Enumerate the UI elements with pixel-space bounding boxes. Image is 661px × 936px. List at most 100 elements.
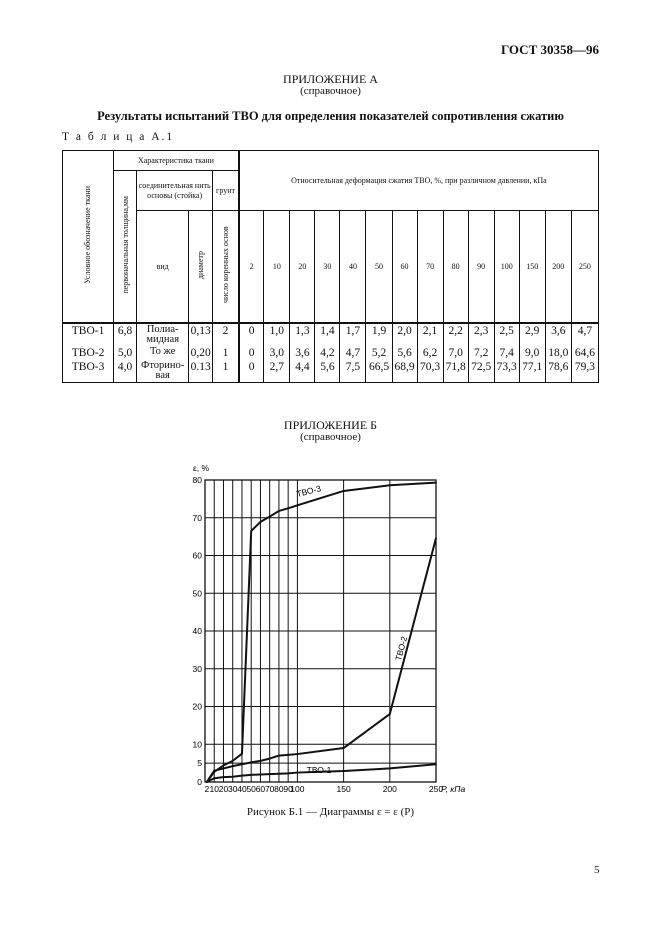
x-tick-label: 80 xyxy=(274,784,284,794)
x-tick-label: 250 xyxy=(429,784,443,794)
row-value: 66,5 xyxy=(365,359,393,383)
row-value: 78,6 xyxy=(544,359,572,383)
y-tick-label: 50 xyxy=(193,588,203,598)
header-pressure: 2 xyxy=(237,210,265,323)
data-point xyxy=(213,771,216,773)
y-tick-label: 0 xyxy=(197,777,202,787)
header-pressure: 20 xyxy=(289,210,316,323)
data-point xyxy=(389,713,391,715)
x-axis-label: P, кПа xyxy=(441,784,465,794)
row-value: 5,6 xyxy=(314,359,341,383)
data-point xyxy=(231,765,234,767)
data-point xyxy=(241,774,243,777)
data-point xyxy=(296,771,299,774)
data-point xyxy=(435,537,437,539)
row-value: 5,2 xyxy=(365,345,393,360)
row-value: 3,6 xyxy=(289,345,316,360)
x-tick-label: 70 xyxy=(265,784,275,794)
data-point xyxy=(268,773,271,775)
header-deformation: Относительная деформация сжатия ТВО, %, … xyxy=(237,150,599,211)
data-point xyxy=(241,763,243,766)
row-value: 1,4 xyxy=(314,321,341,346)
data-point xyxy=(278,754,280,757)
standard-header: ГОСТ 30358—96 xyxy=(500,42,599,57)
header-pressure: 150 xyxy=(518,210,546,323)
data-point xyxy=(287,772,289,775)
x-tick-label: 50 xyxy=(246,784,256,794)
y-tick-label: 5 xyxy=(197,758,202,768)
appendix-a-title: ПРИЛОЖЕНИЕ А xyxy=(283,72,378,86)
row-value: 7,5 xyxy=(339,359,367,383)
row-name: ТВО-3 xyxy=(61,359,115,383)
row-value: 4,4 xyxy=(289,359,316,383)
y-tick-label: 40 xyxy=(193,626,203,636)
y-tick-label: 30 xyxy=(193,664,203,674)
data-point xyxy=(241,752,243,755)
header-thread: соединительная нить основы (стойка) xyxy=(136,170,214,211)
row-value: 77,1 xyxy=(518,359,546,383)
row-value: 1,3 xyxy=(289,321,316,346)
row-value: 2,9 xyxy=(518,321,546,346)
x-tick-label: 90 xyxy=(283,784,293,794)
data-point xyxy=(342,490,345,492)
data-point xyxy=(250,761,252,764)
row-value: 73,3 xyxy=(493,359,520,383)
row-diameter: 0,13 xyxy=(188,321,214,346)
x-tick-label: 150 xyxy=(337,784,351,794)
row-value: 70,3 xyxy=(416,359,444,383)
header-pressure: 90 xyxy=(467,210,495,323)
row-diameter: 0.13 xyxy=(188,359,214,383)
data-point xyxy=(296,753,299,755)
x-tick-label: 20 xyxy=(219,784,229,794)
x-tick-label: 100 xyxy=(290,784,304,794)
data-point xyxy=(259,521,262,523)
header-kind: вид xyxy=(136,210,190,323)
data-point xyxy=(222,767,225,770)
row-value: 1,0 xyxy=(263,321,291,346)
data-point xyxy=(268,757,271,760)
row-name: ТВО-1 xyxy=(61,321,115,346)
row-value: 2,7 xyxy=(263,359,291,383)
appendix-b-note: (справочное) xyxy=(300,431,361,443)
row-value: 0 xyxy=(237,321,265,346)
header-pressure: 70 xyxy=(416,210,444,323)
x-tick-label: 2 xyxy=(204,784,209,794)
row-value: 79,3 xyxy=(570,359,600,383)
row-diameter: 0,20 xyxy=(188,345,214,360)
series-label: ТВО-1 xyxy=(307,765,332,775)
data-point xyxy=(250,774,252,776)
x-tick-label: 30 xyxy=(228,784,238,794)
header-pressure: 10 xyxy=(263,210,291,323)
header-ground: грунт xyxy=(212,170,240,211)
row-value: 3,0 xyxy=(263,345,291,360)
data-point xyxy=(278,510,280,512)
row-value: 1,9 xyxy=(365,321,393,346)
results-table: Условное обозначение ткани Характеристик… xyxy=(61,150,600,383)
appendix-a-heading: Результаты испытаний ТВО для определения… xyxy=(97,109,564,123)
row-value: 7,2 xyxy=(467,345,495,360)
data-point xyxy=(342,747,345,749)
data-point xyxy=(278,772,280,775)
row-value: 4,7 xyxy=(570,321,600,346)
data-point xyxy=(435,481,437,484)
header-designation: Условное обозначение ткани xyxy=(61,150,115,323)
row-value: 71,8 xyxy=(442,359,469,383)
header-pressure: 30 xyxy=(314,210,341,323)
data-point xyxy=(259,760,262,762)
data-point xyxy=(342,770,345,772)
data-point xyxy=(231,760,234,762)
y-tick-label: 20 xyxy=(193,702,203,712)
data-point xyxy=(435,763,437,766)
row-value: 3,6 xyxy=(544,321,572,346)
page-number: 5 xyxy=(594,864,600,876)
header-root-count: число коренных основ xyxy=(212,210,240,323)
y-tick-label: 70 xyxy=(193,513,203,523)
row-name: ТВО-2 xyxy=(61,345,115,360)
x-tick-label: 10 xyxy=(210,784,220,794)
figure-caption: Рисунок Б.1 — Диаграммы ε = ε (P) xyxy=(246,806,415,818)
y-tick-label: 10 xyxy=(193,739,203,749)
row-value: 7,0 xyxy=(442,345,469,360)
table-row: ТВО-1 6,8 Полиа-мидная 0,13 2 0 1,0 1,3 1,4 1,7 1,… xyxy=(61,321,600,346)
data-point xyxy=(296,504,299,507)
